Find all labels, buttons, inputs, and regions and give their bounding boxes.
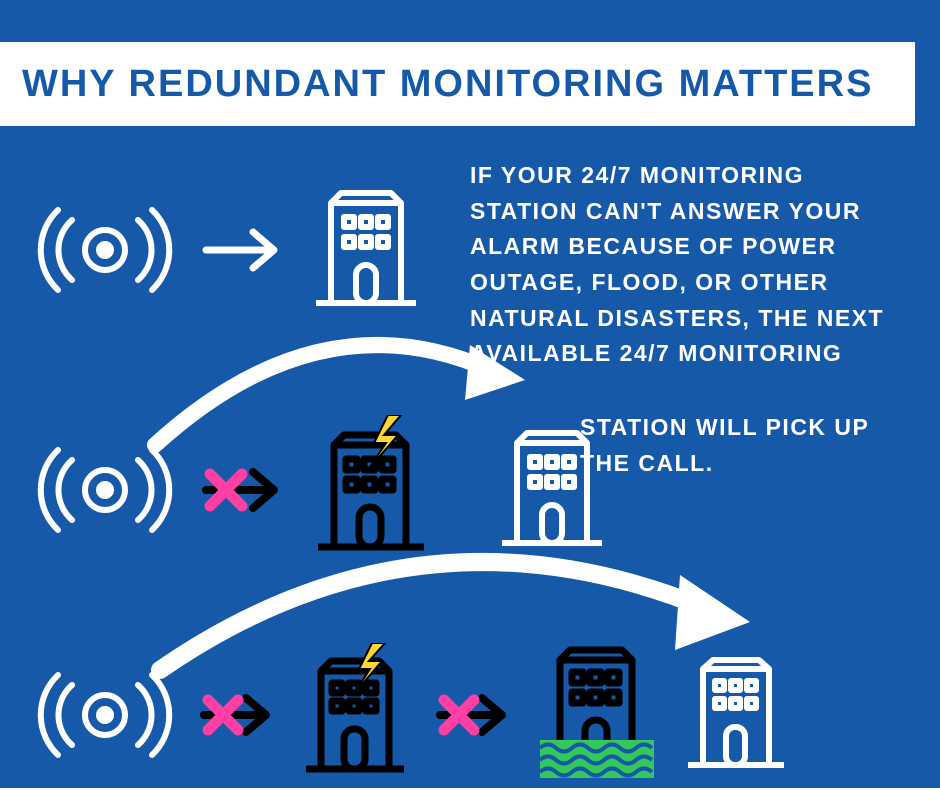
blocked-arrow-icon [434, 685, 514, 745]
infographic-canvas: WHY REDUNDANT MONITORING MATTERS IF YOUR… [0, 0, 940, 788]
row-1 [30, 185, 426, 315]
description-text-part2: STATION WILL PICK UP THE CALL. [580, 410, 900, 481]
signal-icon [30, 660, 180, 770]
arrow-right-icon [198, 220, 288, 280]
building-outage-icon [296, 643, 416, 788]
row-2 [30, 415, 612, 565]
building-icon [492, 425, 612, 555]
title-text: WHY REDUNDANT MONITORING MATTERS [22, 63, 873, 106]
row-3 [30, 640, 795, 790]
blocked-arrow-icon [198, 460, 288, 520]
building-icon [306, 185, 426, 315]
signal-icon [30, 195, 180, 305]
title-bar: WHY REDUNDANT MONITORING MATTERS [0, 42, 915, 126]
description-text-part1: IF YOUR 24/7 MONITORING STATION CAN'T AN… [470, 158, 910, 372]
building-icon [680, 653, 795, 778]
signal-icon [30, 435, 180, 545]
building-flood-icon [532, 640, 662, 790]
building-outage-icon [306, 415, 436, 565]
blocked-arrow-icon [198, 685, 278, 745]
